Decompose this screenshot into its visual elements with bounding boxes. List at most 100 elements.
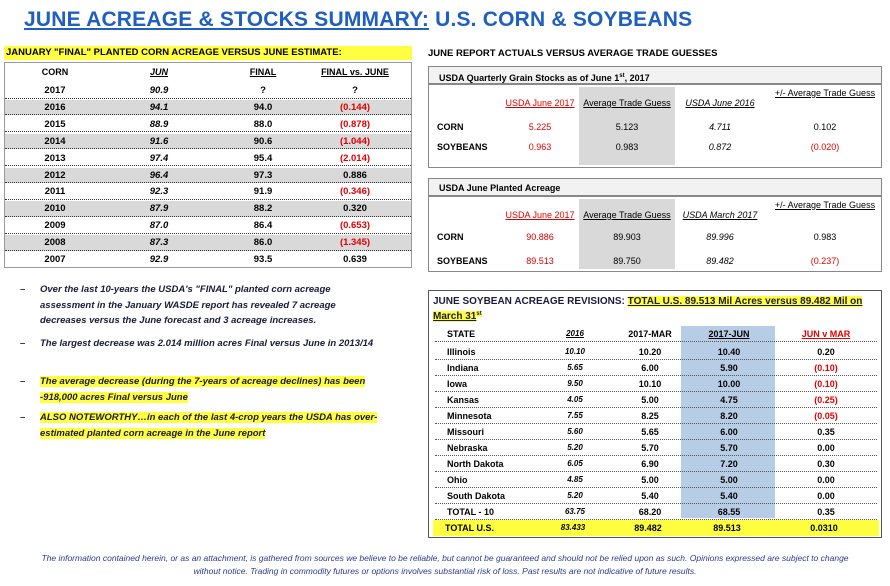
panel-col-header: Average Trade Guess	[583, 210, 671, 220]
corn-year: 2007	[44, 254, 66, 265]
panel-row-label: CORN	[437, 122, 464, 132]
bullet-dash: –	[20, 284, 26, 295]
soy-2016-value: 9.50	[567, 379, 583, 388]
corn-jun-value: 97.4	[149, 152, 169, 164]
corn-jun-value: 87.9	[149, 203, 169, 215]
corn-final-value: 97.3	[253, 169, 273, 181]
soy-state: Iowa	[447, 379, 468, 389]
panel-col-header: USDA June 2016	[685, 98, 755, 108]
corn-year: 2015	[44, 118, 66, 130]
jun-column-shading	[681, 326, 775, 518]
soy-state: Nebraska	[447, 443, 488, 453]
soy-total-label: TOTAL U.S.	[445, 523, 495, 533]
soy-total-jun: 89.513	[713, 523, 741, 533]
soy-state: Illinois	[447, 347, 476, 357]
panel-guess-value: 89.903	[613, 232, 641, 242]
corn-final-value: 94.0	[253, 101, 273, 113]
soy-2016-value: 6.05	[567, 459, 583, 468]
corn-jun-value: 90.9	[149, 85, 169, 96]
soy-table-row: Iowa 9.50 10.10 10.00 (0.10)	[435, 376, 877, 392]
soy-jun-value: 5.90	[720, 363, 738, 373]
soy-mar-value: 68.20	[638, 507, 662, 517]
soy-diff-value: (0.10)	[814, 363, 838, 373]
soy-jun-value: 6.00	[720, 427, 738, 437]
panel-col-header: +/- Average Trade Guess	[774, 88, 876, 98]
soy-table-row: Minnesota 7.55 8.25 8.20 (0.05)	[435, 408, 877, 424]
bullet-dash: –	[20, 376, 26, 387]
bullet-text-content: ALSO NOTEWORTHY…in each of the last 4-cr…	[40, 412, 378, 439]
corn-jun-value: 87.0	[149, 220, 169, 232]
soy-col-header: JUN v MAR	[801, 329, 851, 339]
stocks-title-year: , 2017	[624, 73, 650, 83]
panel-guess-value: 0.983	[615, 142, 639, 152]
corn-year: 2012	[44, 169, 66, 181]
soy-diff-value: 0.35	[817, 507, 835, 517]
corn-final-value: 86.0	[253, 237, 273, 249]
corn-table-row: 2007 92.9 93.5 0.639	[5, 252, 411, 268]
panel-row-label: SOYBEANS	[437, 256, 488, 266]
panel-usda-value: 0.963	[528, 142, 552, 152]
soy-2016-value: 5.60	[567, 427, 583, 436]
soy-mar-value: 5.00	[641, 475, 659, 485]
soy-total-2016: 83.433	[560, 523, 586, 532]
soy-diff-value: (0.05)	[814, 411, 838, 421]
panel-diff-value: 0.983	[813, 232, 837, 242]
corn-table-heading: JANUARY "FINAL" PLANTED CORN ACREAGE VER…	[4, 46, 412, 60]
bullet-text: The average decrease (during the 7-years…	[40, 374, 380, 405]
soy-revisions-table: JUNE SOYBEAN ACREAGE REVISIONS: TOTAL U.…	[428, 290, 882, 538]
soy-state: South Dakota	[447, 491, 506, 501]
corn-final-value: 95.4	[253, 152, 273, 164]
soy-table-row: TOTAL - 10 63.75 68.20 68.55 0.35	[435, 504, 877, 520]
corn-final-value: 88.0	[253, 118, 273, 130]
soy-table-row: Indiana 5.65 6.00 5.90 (0.10)	[435, 360, 877, 376]
soy-2016-value: 5.20	[567, 443, 583, 452]
title-part1: JUNE ACREAGE & STOCKS SUMMARY:	[24, 8, 430, 31]
soy-table-row: Illinois 10.10 10.20 10.40 0.20	[435, 344, 877, 360]
corn-year: 2014	[44, 135, 66, 147]
col-header-jun: JUN	[149, 67, 168, 77]
panel-diff-value: (0.020)	[810, 142, 840, 152]
soy-diff-value: 0.00	[817, 491, 835, 501]
soy-state: TOTAL - 10	[447, 507, 495, 517]
corn-jun-value: 88.9	[149, 118, 169, 130]
corn-table-header-row: CORN JUN FINAL FINAL vs. JUNE	[5, 65, 411, 81]
corn-year: 2016	[44, 101, 66, 113]
soy-table-row: Ohio 4.85 5.00 5.00 0.00	[435, 472, 877, 488]
soy-state: Minnesota	[447, 411, 492, 421]
soy-jun-value: 5.70	[720, 443, 738, 453]
corn-diff-value: (0.346)	[339, 186, 371, 198]
soy-total-row: TOTAL U.S. 83.433 89.482 89.513 0.0310	[433, 520, 879, 536]
soy-2016-value: 7.55	[567, 411, 583, 420]
panel-usda-value: 90.886	[526, 232, 554, 242]
soy-table-row: North Dakota 6.05 6.90 7.20 0.30	[435, 456, 877, 472]
corn-year: 2009	[44, 220, 66, 232]
soy-mar-value: 5.00	[641, 395, 659, 405]
panel-row-label: CORN	[437, 232, 464, 242]
panel-diff-value: 0.102	[813, 122, 837, 132]
soy-col-header: 2017-JUN	[708, 329, 750, 339]
soy-col-header: 2017-MAR	[628, 329, 672, 339]
corn-diff-value: 0.639	[343, 254, 367, 265]
soy-jun-value: 68.55	[717, 507, 741, 517]
corn-table-row: 2017 90.9??	[5, 83, 411, 99]
bullet-text: ALSO NOTEWORTHY…in each of the last 4-cr…	[40, 410, 380, 441]
corn-diff-value: (0.144)	[339, 101, 371, 113]
panel-prior-value: 89.996	[706, 232, 734, 242]
stocks-title-sup: st	[619, 73, 625, 79]
panel-usda-value: 89.513	[526, 256, 554, 266]
corn-jun-value: 92.9	[149, 254, 169, 265]
soy-col-header: 2016	[566, 329, 584, 338]
panel-col-header: +/- Average Trade Guess	[774, 200, 876, 210]
corn-jun-value: 87.3	[149, 237, 169, 249]
soy-mar-value: 10.10	[638, 379, 662, 389]
trade-guess-column-shading	[579, 87, 675, 165]
corn-diff-value: (1.044)	[339, 135, 371, 147]
panel-guess-value: 89.750	[613, 256, 641, 266]
soy-table-row: Kansas 4.05 5.00 4.75 (0.25)	[435, 392, 877, 408]
soy-mar-value: 10.20	[638, 347, 662, 357]
soy-revisions-title: JUNE SOYBEAN ACREAGE REVISIONS: TOTAL U.…	[433, 295, 879, 323]
corn-table-row: 2014 91.6 90.6 (1.044)	[5, 133, 411, 150]
soy-mar-value: 5.70	[641, 443, 659, 453]
corn-table-row: 2011 92.3 91.9 (0.346)	[5, 184, 411, 200]
corn-final-value: 88.2	[253, 203, 273, 215]
